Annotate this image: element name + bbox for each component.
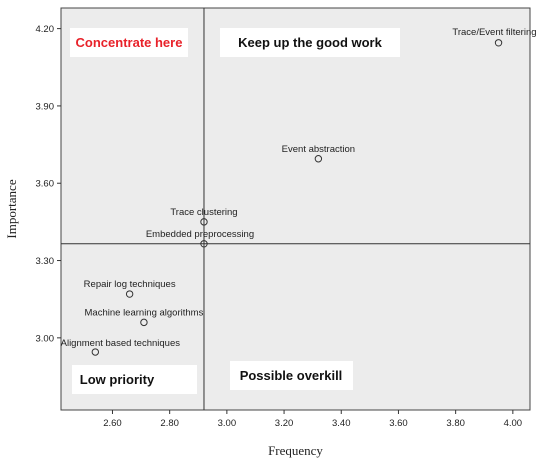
- x-tick-label: 4.00: [504, 418, 523, 429]
- y-tick-label: 3.90: [36, 101, 55, 112]
- quadrant-label: Possible overkill: [240, 368, 343, 383]
- x-tick-label: 3.60: [389, 418, 408, 429]
- y-tick-label: 3.00: [36, 333, 55, 344]
- data-point: [140, 318, 148, 327]
- point-label: Repair log techniques: [84, 279, 176, 290]
- data-point: [91, 348, 100, 356]
- point-label: Alignment based techniques: [61, 338, 181, 349]
- quadrant-label: Concentrate here: [76, 35, 183, 50]
- point-label: Trace/Event filtering: [452, 27, 536, 38]
- quadrant-label: Keep up the good work: [238, 35, 382, 50]
- quadrant-box: [72, 365, 197, 394]
- data-point: [494, 39, 503, 47]
- x-tick-label: 3.40: [332, 418, 351, 429]
- x-axis-title: Frequency: [268, 443, 323, 458]
- quadrant-box: [230, 361, 353, 390]
- point-label: Event abstraction: [282, 144, 355, 155]
- y-tick-label: 3.60: [36, 179, 55, 190]
- x-tick-label: 3.00: [218, 418, 237, 429]
- data-point: [125, 290, 134, 298]
- x-tick-label: 3.20: [275, 418, 294, 429]
- plot-area: [60, 7, 531, 411]
- x-tick-label: 3.80: [446, 418, 465, 429]
- quadrant-label: Low priority: [80, 372, 155, 387]
- point-label: Machine learning algorithms: [85, 307, 204, 318]
- plot-layer: Concentrate here Keep up the good work Low…: [36, 7, 537, 429]
- data-point: [200, 218, 208, 226]
- data-point: [314, 155, 323, 163]
- y-tick-label: 3.30: [36, 256, 55, 267]
- y-axis-title: Importance: [4, 179, 19, 238]
- x-tick-label: 2.60: [103, 418, 122, 429]
- y-tick-label: 4.20: [36, 24, 55, 35]
- point-label: Trace clustering: [170, 207, 237, 218]
- x-tick-label: 2.80: [160, 418, 179, 429]
- data-point: [200, 240, 208, 248]
- quadrant-box: [220, 28, 400, 57]
- point-label: Embedded preprocessing: [146, 229, 254, 240]
- quadrant-box: [70, 28, 188, 57]
